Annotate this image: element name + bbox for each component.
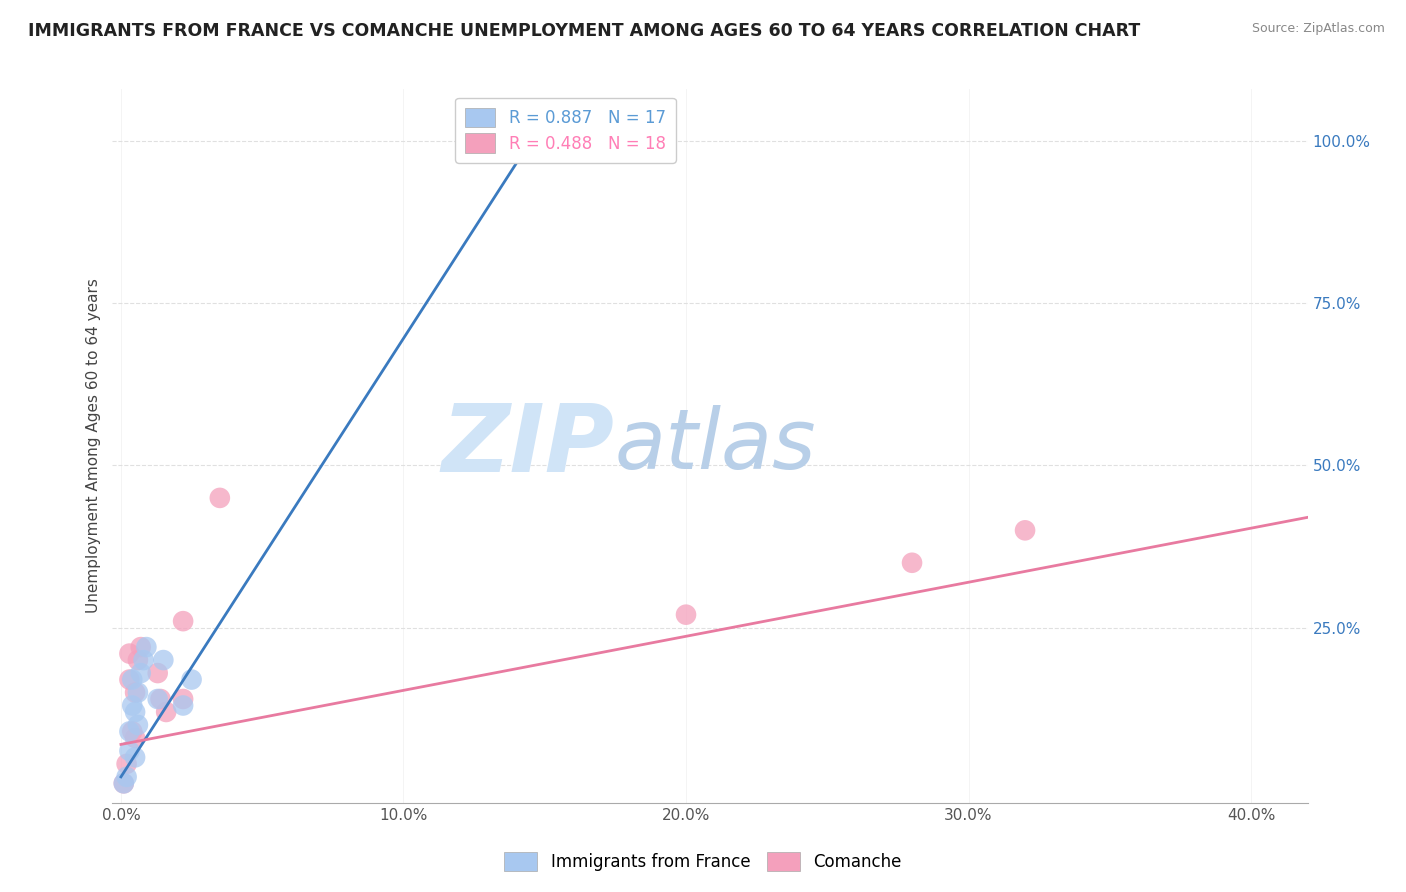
Point: [115, 756, 138, 771]
Point: [135, 640, 157, 654]
Point: [127, 718, 149, 732]
Point: [118, 744, 141, 758]
Point: [172, 614, 194, 628]
Point: [112, 776, 135, 790]
Point: [149, 692, 172, 706]
Point: [115, 770, 138, 784]
Point: [118, 724, 141, 739]
Point: [121, 724, 143, 739]
Point: [129, 666, 152, 681]
Point: [155, 705, 177, 719]
Legend: Immigrants from France, Comanche: Immigrants from France, Comanche: [496, 843, 910, 880]
Legend: R = 0.887   N = 17, R = 0.488   N = 18: R = 0.887 N = 17, R = 0.488 N = 18: [456, 97, 676, 162]
Point: [118, 673, 141, 687]
Point: [180, 673, 202, 687]
Point: [121, 698, 143, 713]
Point: [1014, 524, 1036, 538]
Point: [901, 556, 924, 570]
Text: Source: ZipAtlas.com: Source: ZipAtlas.com: [1251, 22, 1385, 36]
Point: [124, 705, 146, 719]
Point: [124, 731, 146, 745]
Point: [127, 653, 149, 667]
Text: IMMIGRANTS FROM FRANCE VS COMANCHE UNEMPLOYMENT AMONG AGES 60 TO 64 YEARS CORREL: IMMIGRANTS FROM FRANCE VS COMANCHE UNEMP…: [28, 22, 1140, 40]
Text: atlas: atlas: [614, 406, 815, 486]
Point: [129, 640, 152, 654]
Y-axis label: Unemployment Among Ages 60 to 64 years: Unemployment Among Ages 60 to 64 years: [86, 278, 101, 614]
Point: [675, 607, 697, 622]
Point: [146, 666, 169, 681]
Point: [121, 673, 143, 687]
Point: [127, 685, 149, 699]
Point: [132, 653, 155, 667]
Text: ZIP: ZIP: [441, 400, 614, 492]
Point: [146, 692, 169, 706]
Point: [208, 491, 231, 505]
Point: [152, 653, 174, 667]
Point: [172, 698, 194, 713]
Point: [172, 692, 194, 706]
Point: [112, 776, 135, 790]
Point: [118, 647, 141, 661]
Point: [124, 685, 146, 699]
Point: [124, 750, 146, 764]
